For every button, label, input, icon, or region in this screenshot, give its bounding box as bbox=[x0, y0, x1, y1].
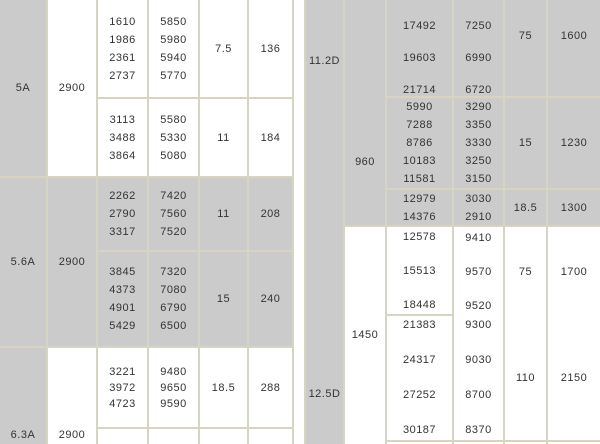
value-cell: 18.5 bbox=[505, 190, 548, 227]
values-cell bbox=[454, 442, 505, 444]
values-cell: 9300 9030 8700 8370 bbox=[454, 316, 505, 442]
model-cell: 5.6A bbox=[0, 178, 48, 348]
value-cell: 288 bbox=[249, 348, 294, 429]
value-cell: 1300 bbox=[548, 190, 600, 227]
speed-cell: 2900 bbox=[48, 0, 98, 178]
speed-cell: 2900 bbox=[48, 178, 98, 348]
model-cell: 6.3A bbox=[0, 348, 48, 444]
spec-table-right: 11.2D 17492 19603 21714 7250 6990 6720 7… bbox=[304, 0, 600, 444]
values-cell: 9480 9650 9590 bbox=[149, 348, 200, 429]
speed-cell: 960 bbox=[345, 98, 387, 227]
model-cell: 5A bbox=[0, 0, 48, 178]
value-cell: 136 bbox=[249, 0, 294, 99]
values-cell: 5580 5330 5080 bbox=[149, 99, 200, 178]
values-cell: 3845 4373 4901 5429 bbox=[98, 252, 149, 348]
value-cell: 75 bbox=[505, 0, 548, 98]
values-cell: 12979 14376 bbox=[387, 190, 454, 227]
value-cell: 75 bbox=[505, 227, 548, 316]
value-cell bbox=[505, 442, 548, 444]
model-cell: 12.5D bbox=[304, 227, 345, 444]
values-cell: 3030 2910 bbox=[454, 190, 505, 227]
values-cell: 12578 15513 18448 bbox=[387, 227, 454, 316]
value-cell: 15 bbox=[200, 252, 249, 348]
values-cell: 17492 19603 21714 bbox=[387, 0, 454, 98]
values-cell: 5850 5980 5940 5770 bbox=[149, 0, 200, 99]
values-cell: 21383 24317 27252 30187 bbox=[387, 316, 454, 442]
model-cell: 11.2D bbox=[304, 0, 345, 227]
values-cell: 3113 3488 3864 bbox=[98, 99, 149, 178]
value-cell: 1600 bbox=[548, 0, 600, 98]
values-cell: 7420 7560 7520 bbox=[149, 178, 200, 252]
value-cell: 11 bbox=[200, 178, 249, 252]
value-cell bbox=[548, 442, 600, 444]
value-cell: 18.5 bbox=[200, 348, 249, 429]
value-cell bbox=[200, 429, 249, 444]
spec-table-left: 5A 2900 1610 1986 2361 2737 5850 5980 59… bbox=[0, 0, 294, 444]
values-cell: 1610 1986 2361 2737 bbox=[98, 0, 149, 99]
speed-cell bbox=[345, 442, 387, 444]
values-cell: 7250 6990 6720 bbox=[454, 0, 505, 98]
value-cell: 7.5 bbox=[200, 0, 249, 99]
value-cell: 15 bbox=[505, 98, 548, 190]
value-cell: 11 bbox=[200, 99, 249, 178]
value-cell: 208 bbox=[249, 178, 294, 252]
values-cell: 3290 3350 3330 3250 3150 bbox=[454, 98, 505, 190]
value-cell: 110 bbox=[505, 316, 548, 442]
values-cell bbox=[387, 442, 454, 444]
speed-cell: 1450 bbox=[345, 227, 387, 442]
values-cell bbox=[98, 429, 149, 444]
value-cell: 2150 bbox=[548, 316, 600, 442]
speed-cell: 2900 bbox=[48, 348, 98, 444]
values-cell: 7320 7080 6790 6500 bbox=[149, 252, 200, 348]
values-cell: 2262 2790 3317 bbox=[98, 178, 149, 252]
values-cell: 3221 3972 4723 bbox=[98, 348, 149, 429]
values-cell bbox=[149, 429, 200, 444]
value-cell: 1230 bbox=[548, 98, 600, 190]
value-cell: 184 bbox=[249, 99, 294, 178]
values-cell: 5990 7288 8786 10183 11581 bbox=[387, 98, 454, 190]
value-cell bbox=[249, 429, 294, 444]
value-cell: 1700 bbox=[548, 227, 600, 316]
values-cell: 9410 9570 9520 bbox=[454, 227, 505, 316]
speed-cell bbox=[345, 0, 387, 98]
value-cell: 240 bbox=[249, 252, 294, 348]
